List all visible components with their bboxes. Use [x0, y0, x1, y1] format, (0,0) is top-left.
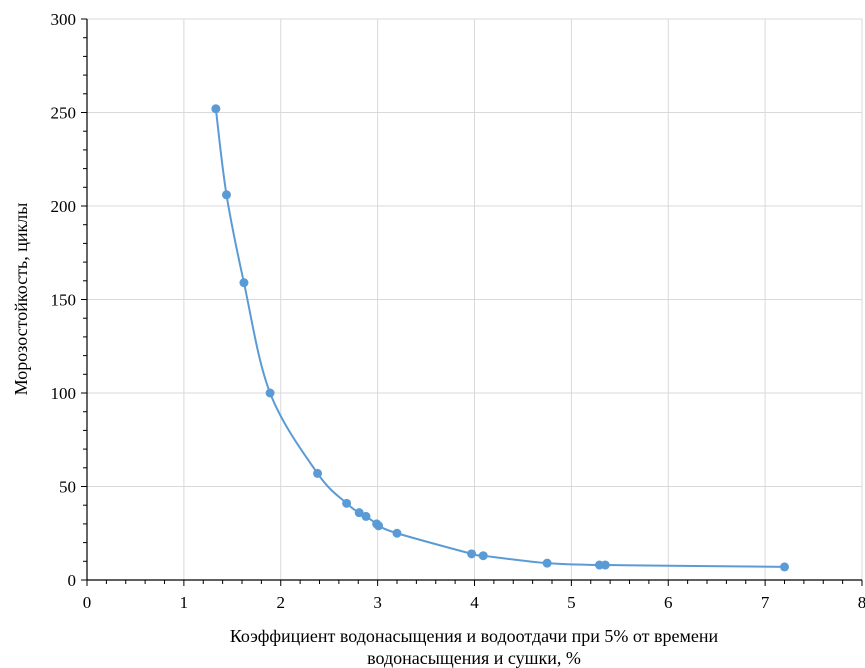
x-tick-label: 2: [277, 593, 286, 612]
data-point: [222, 190, 231, 200]
data-point: [600, 560, 610, 570]
data-point: [211, 104, 221, 114]
data-point: [392, 528, 402, 538]
y-tick-labels: 0 50 100 150 200 250 300: [51, 10, 77, 590]
series-line: [214, 108, 785, 568]
x-tick-label: 6: [664, 593, 673, 612]
y-tick-label: 250: [51, 104, 77, 123]
axes: [81, 18, 863, 586]
y-tick-label: 300: [51, 10, 77, 29]
data-point: [265, 388, 275, 398]
data-point: [542, 558, 552, 568]
data-point: [374, 521, 384, 531]
data-point: [478, 551, 488, 561]
data-point: [354, 508, 364, 518]
x-tick-label: 3: [373, 593, 382, 612]
data-point: [239, 278, 249, 288]
x-tick-label: 4: [470, 593, 479, 612]
series: [211, 104, 789, 572]
x-tick-label: 8: [858, 593, 865, 612]
x-axis-title-line1: Коэффициент водонасыщения и водоотдачи п…: [230, 626, 719, 646]
data-point: [467, 549, 477, 559]
x-tick-label: 1: [180, 593, 189, 612]
y-tick-label: 200: [51, 197, 77, 216]
data-point: [342, 498, 352, 508]
x-axis-title-line2: водонасыщения и сушки, %: [367, 648, 581, 668]
grid: [87, 18, 863, 580]
data-point: [313, 468, 323, 478]
x-tick-label: 7: [761, 593, 770, 612]
x-tick-label: 0: [83, 593, 92, 612]
data-point: [361, 511, 371, 521]
y-tick-label: 0: [68, 571, 77, 590]
y-tick-label: 100: [51, 384, 77, 403]
data-point: [780, 562, 789, 572]
x-tick-labels: 0 1 2 3 4 5 6 7 8: [83, 593, 865, 612]
y-tick-label: 150: [51, 291, 77, 310]
y-axis-title: Морозостойкость, циклы: [11, 203, 31, 396]
x-tick-label: 5: [567, 593, 576, 612]
y-tick-label: 50: [59, 478, 76, 497]
